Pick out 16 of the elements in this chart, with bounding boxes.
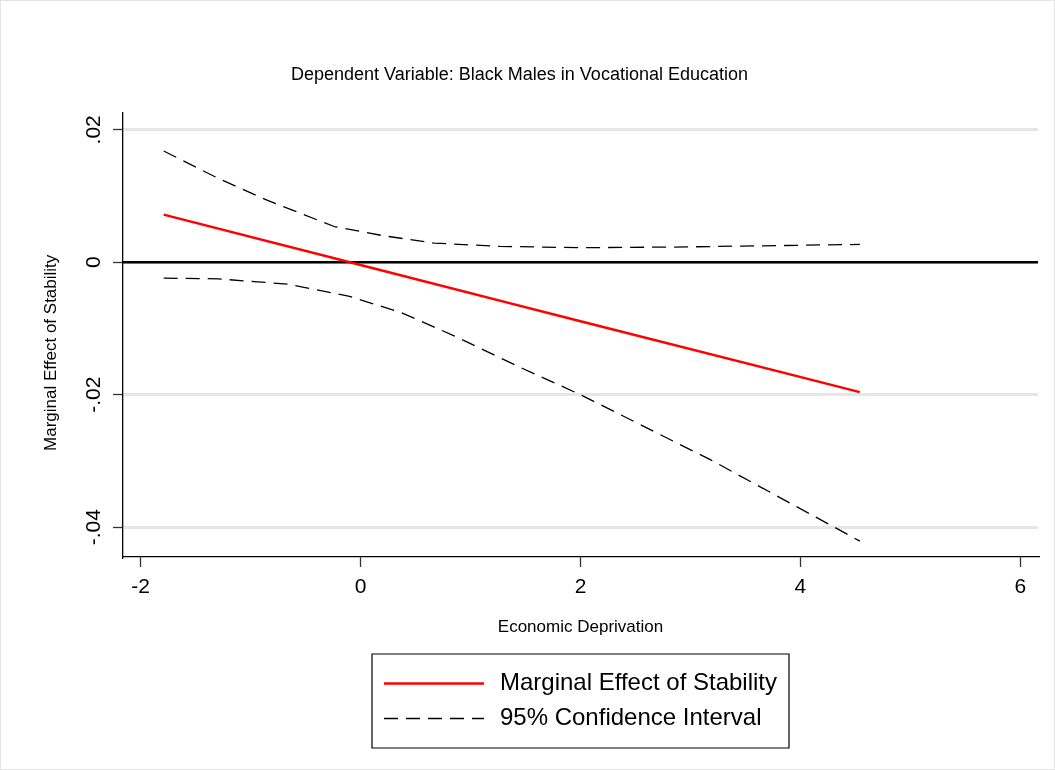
x-axis-title: Economic Deprivation [497, 616, 664, 636]
y-axis-title: Marginal Effect of Stability [40, 254, 60, 451]
x-tick-label: 0 [354, 574, 367, 598]
y-tick-label: -.04 [81, 508, 105, 546]
legend-label: 95% Confidence Interval [499, 703, 762, 731]
y-tick-label: .02 [81, 115, 105, 145]
x-tick-label: 2 [574, 574, 587, 598]
x-tick-label: -2 [131, 574, 150, 598]
chart-title: Dependent Variable: Black Males in Vocational Education [291, 63, 748, 84]
legend-label: Marginal Effect of Stability [499, 668, 778, 696]
x-tick-label: 4 [794, 574, 807, 598]
line-series [163, 277, 861, 542]
x-tick-label: 6 [1014, 574, 1027, 598]
line-series [163, 150, 861, 249]
y-tick-label: 0 [81, 256, 105, 269]
y-tick-label: -.02 [81, 376, 105, 413]
